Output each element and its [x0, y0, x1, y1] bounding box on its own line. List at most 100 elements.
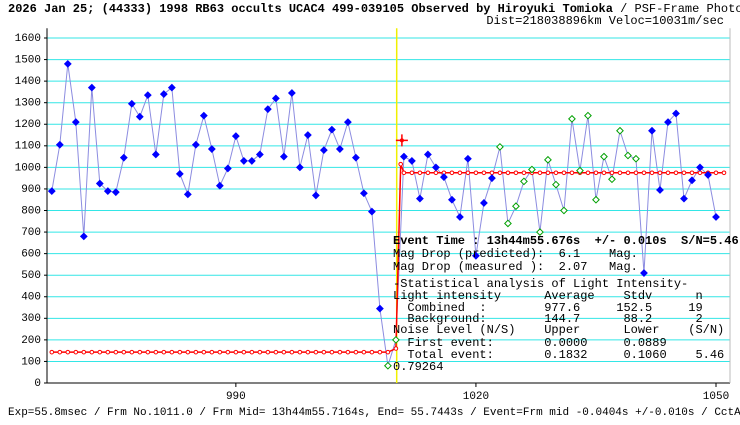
y-tick-label: 0 [34, 378, 41, 390]
annotation-line: Mag Drop (predicted): 6.1 Mag. [393, 247, 638, 261]
model-point [473, 170, 479, 176]
data-point [440, 173, 448, 181]
model-point [657, 170, 663, 176]
data-point [135, 112, 144, 121]
data-point [584, 111, 592, 120]
model-point [265, 349, 271, 355]
model-point [649, 170, 655, 176]
model-point [337, 349, 343, 355]
y-tick-label: 1100 [15, 141, 41, 153]
data-point [416, 194, 424, 203]
data-point [640, 269, 648, 277]
model-point [465, 170, 471, 176]
model-point [273, 349, 279, 355]
data-point [95, 179, 104, 188]
title: 2026 Jan 25; (44333) 1998 RB63 occults U… [8, 2, 613, 16]
data-point [239, 157, 248, 165]
y-tick-label: 1500 [15, 54, 41, 66]
data-point [391, 335, 400, 344]
model-point [297, 349, 303, 355]
event-marker-dot [399, 138, 404, 143]
y-tick-label: 400 [21, 292, 41, 304]
data-point [263, 105, 272, 114]
model-point [257, 349, 263, 355]
y-tick-label: 1400 [15, 76, 41, 88]
data-point [255, 150, 264, 159]
model-point [673, 170, 679, 176]
y-tick-label: 700 [21, 227, 41, 239]
model-point [489, 170, 495, 176]
data-point [87, 83, 96, 92]
data-point [704, 171, 712, 179]
y-tick-label: 800 [21, 205, 41, 217]
data-point [271, 94, 280, 103]
model-point [361, 349, 367, 355]
data-point [504, 219, 512, 228]
y-tick-label: 600 [21, 249, 41, 261]
data-point [223, 164, 232, 173]
model-point [697, 170, 703, 176]
data-point [151, 150, 160, 159]
data-point [55, 140, 64, 149]
data-point [576, 166, 584, 175]
model-point [289, 349, 295, 355]
model-point [513, 170, 519, 176]
annotation-line: Noise Level (N/S) Upper Lower (S/N) [393, 323, 724, 337]
model-point [105, 349, 111, 355]
data-point [287, 89, 296, 97]
data-point [367, 207, 376, 216]
data-point [592, 195, 600, 204]
y-tick-label: 300 [21, 313, 41, 325]
model-point [505, 170, 511, 176]
model-point [185, 349, 191, 355]
data-point [359, 189, 368, 198]
model-point [121, 349, 127, 355]
model-point [281, 349, 287, 355]
model-point [305, 349, 311, 355]
y-tick-label: 1300 [15, 98, 41, 110]
model-point [585, 170, 591, 176]
y-tick-label: 1000 [15, 162, 41, 174]
model-point [665, 170, 671, 176]
model-point [721, 170, 727, 176]
model-point [73, 349, 79, 355]
data-point [608, 175, 616, 184]
data-point [664, 118, 672, 127]
data-point [191, 140, 200, 149]
annotation-line: Combined : 977.6 152.5 19 [393, 301, 703, 315]
data-point [488, 174, 496, 183]
data-point [688, 176, 696, 185]
data-point [648, 126, 656, 135]
data-point [207, 145, 216, 153]
model-point [393, 346, 399, 351]
model-point [49, 349, 55, 355]
annotation-line: Background: 144.7 88.2 2 [393, 312, 703, 326]
model-point [313, 349, 319, 355]
x-tick-label: 990 [226, 391, 246, 403]
plot-area: 0 100 200 300 400 500 600 700 800 900 1000 1100 1200… [15, 28, 731, 403]
model-point [633, 170, 639, 176]
data-point [111, 188, 120, 197]
footer: Exp=55.8msec / Frm No.1011.0 / Frm Mid= … [8, 407, 740, 419]
x-tick-label: 1020 [463, 391, 489, 403]
model-point [641, 170, 647, 176]
data-point [624, 151, 632, 160]
model-point [169, 349, 175, 355]
data-point [343, 118, 352, 127]
data-point [247, 157, 256, 165]
data-point [432, 163, 440, 172]
y-tick-label: 1200 [15, 119, 41, 131]
annotation-block: Event Time : 13h44m55.676s +/- 0.010s S/… [393, 234, 739, 374]
data-point [672, 109, 680, 118]
model-point [385, 349, 391, 355]
data-point [399, 152, 408, 161]
data-point [375, 304, 384, 313]
model-point [217, 349, 223, 355]
model-point [545, 170, 551, 176]
model-point [601, 170, 607, 176]
data-point [448, 195, 456, 204]
model-point [457, 170, 463, 176]
model-point [241, 349, 247, 355]
model-point [398, 161, 404, 167]
